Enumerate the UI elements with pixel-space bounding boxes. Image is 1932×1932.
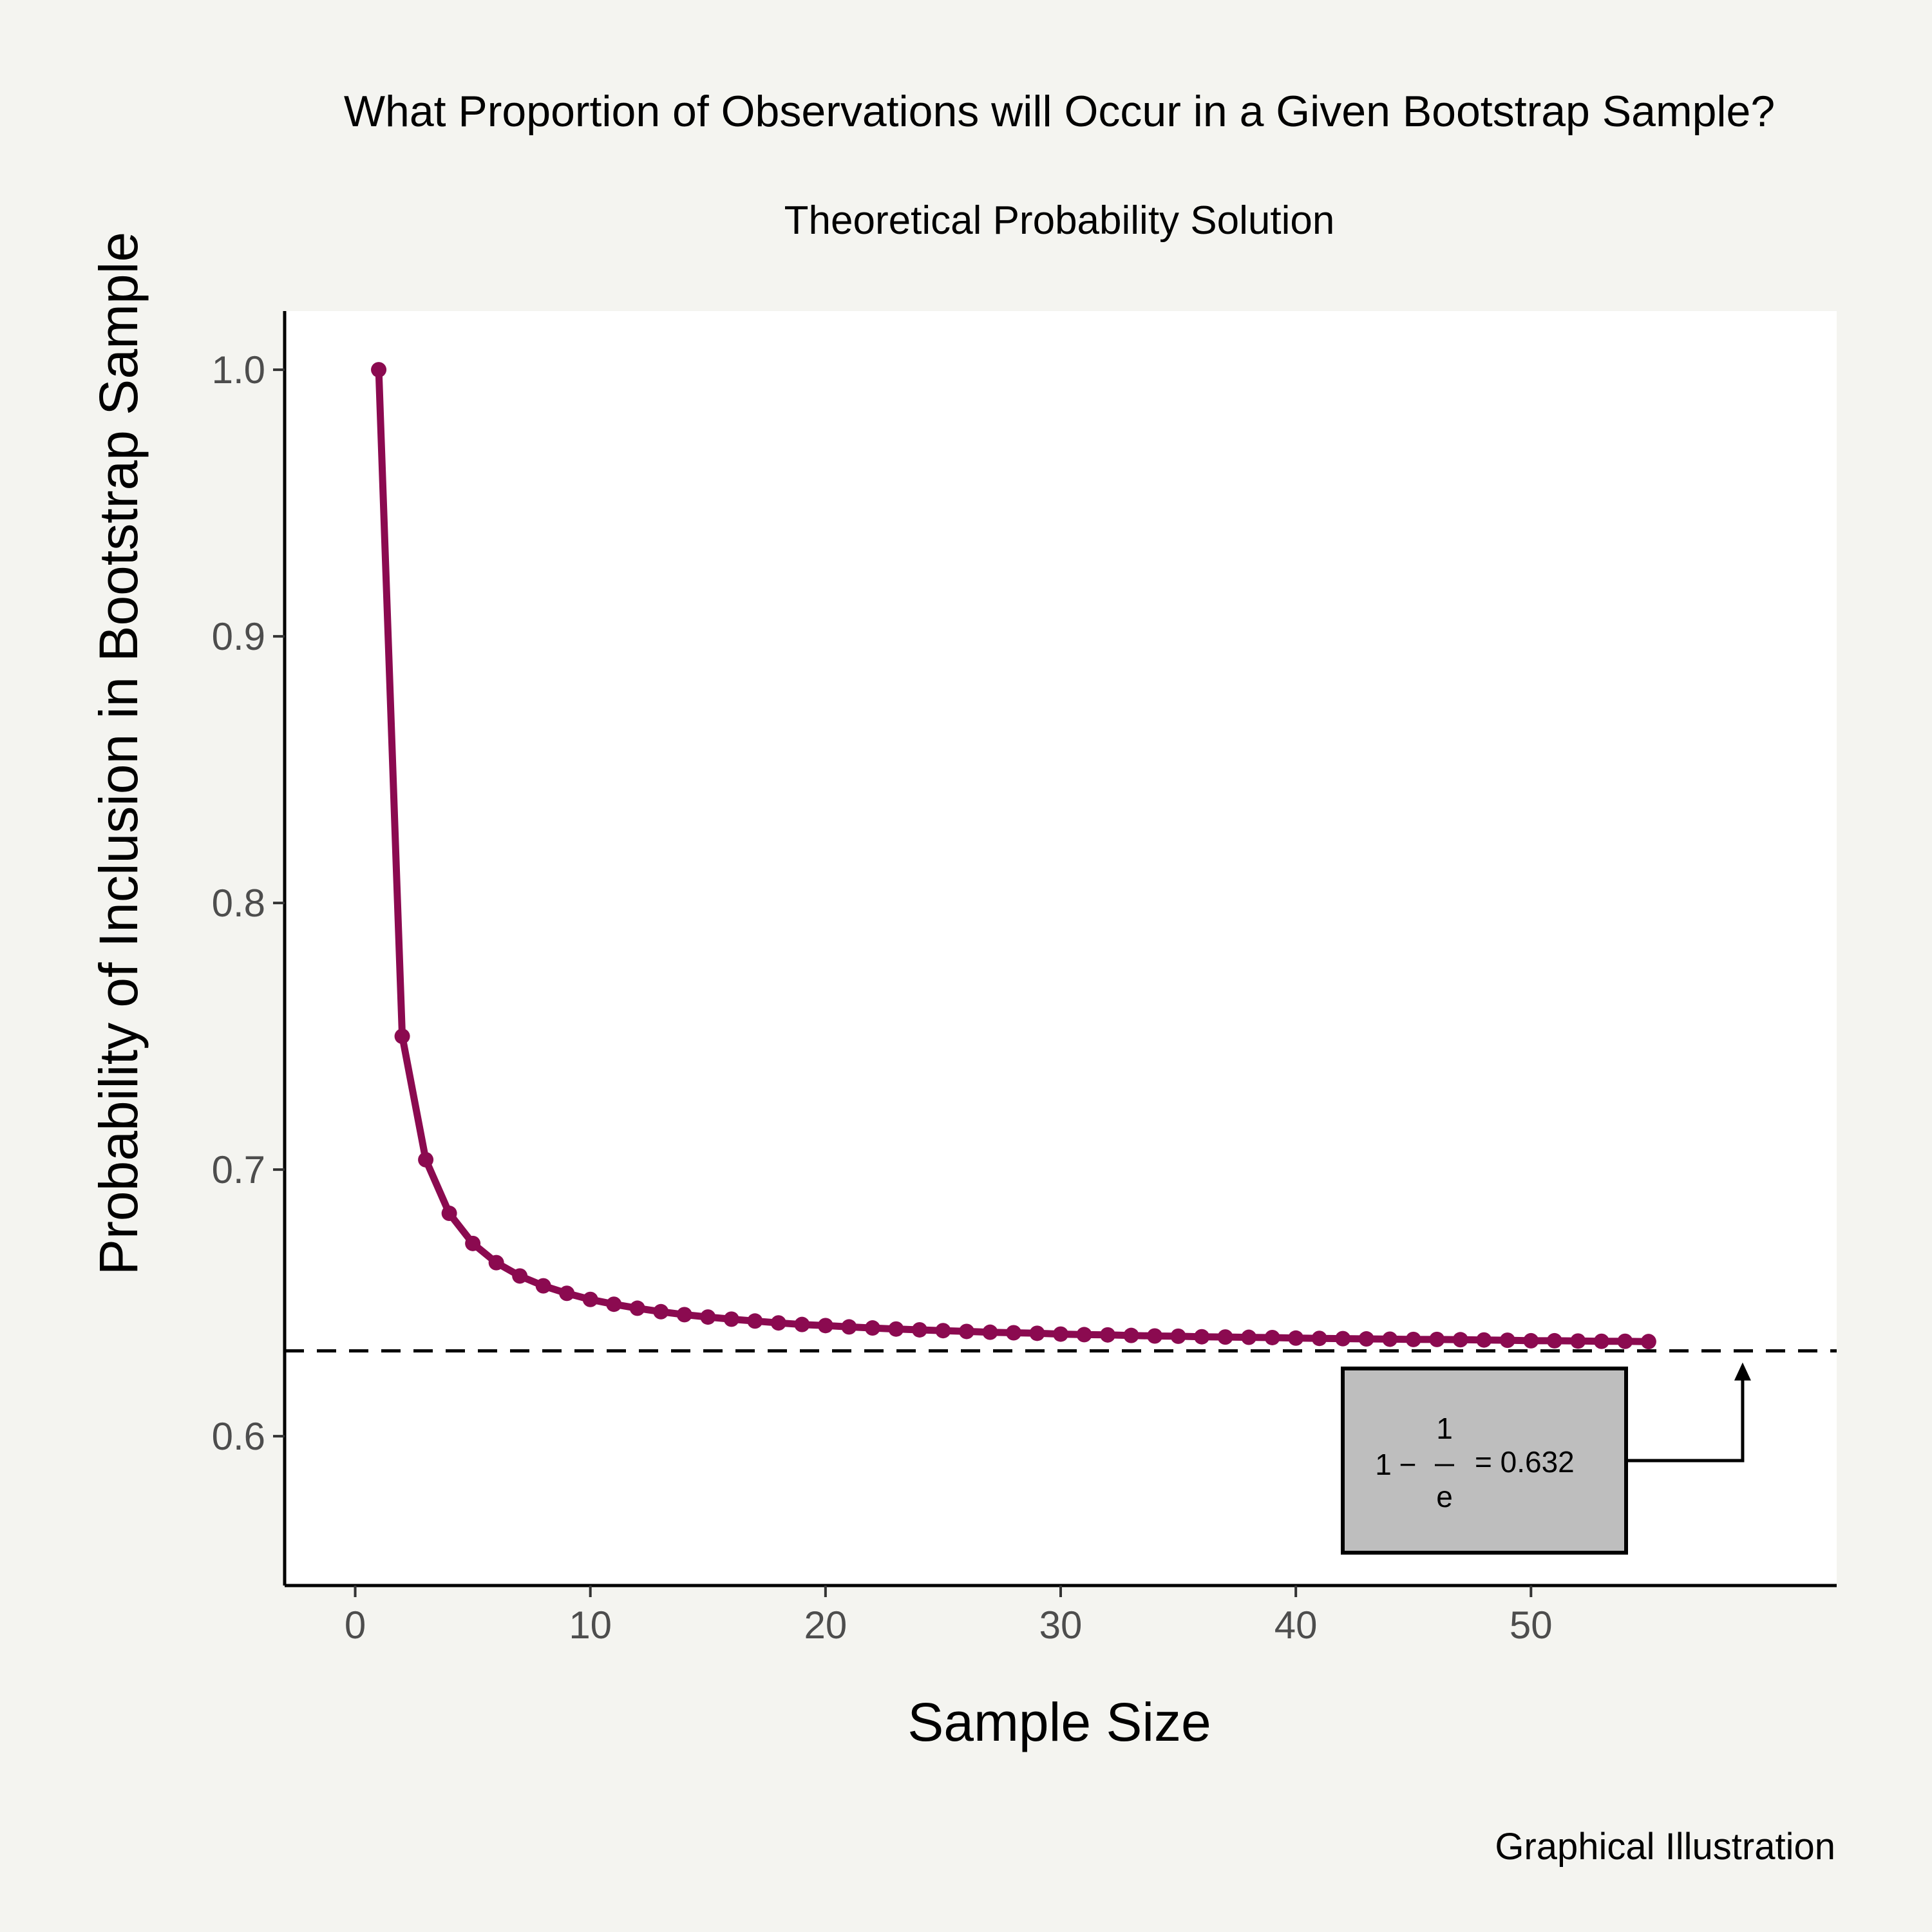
data-point [1546, 1332, 1562, 1349]
data-point [1452, 1332, 1468, 1348]
data-point [1053, 1326, 1068, 1342]
data-point [582, 1291, 598, 1307]
data-point [747, 1313, 763, 1329]
data-point [488, 1255, 504, 1271]
data-point [911, 1321, 927, 1338]
data-point [982, 1324, 998, 1340]
x-tick-label: 0 [345, 1604, 366, 1647]
data-point [841, 1319, 857, 1335]
data-point [817, 1318, 833, 1334]
data-point [1640, 1334, 1656, 1350]
y-tick-label: 1.0 [212, 348, 265, 392]
y-tick-label: 0.8 [212, 882, 265, 925]
data-point [653, 1303, 669, 1320]
x-tick-label: 30 [1039, 1604, 1083, 1647]
data-point [1311, 1331, 1327, 1347]
data-point [676, 1307, 692, 1323]
x-tick-label: 40 [1274, 1604, 1318, 1647]
data-point [629, 1300, 645, 1316]
data-point [1076, 1327, 1092, 1343]
annotation-numerator: 1 [1436, 1412, 1453, 1445]
data-point [1194, 1329, 1210, 1345]
data-point [535, 1278, 551, 1294]
data-point [1147, 1328, 1163, 1344]
x-tick-label: 20 [804, 1604, 847, 1647]
chart-caption: Graphical Illustration [1495, 1826, 1835, 1868]
data-point [1170, 1328, 1186, 1344]
y-axis-title: Probability of Inclusion in Bootstrap Sa… [88, 232, 149, 1275]
chart-subtitle: Theoretical Probability Solution [784, 198, 1335, 243]
data-point [512, 1268, 528, 1284]
data-point [559, 1285, 575, 1302]
data-point [606, 1296, 622, 1312]
data-point [1264, 1329, 1280, 1345]
data-point [770, 1315, 786, 1331]
data-point [1382, 1331, 1398, 1347]
x-axis-title: Sample Size [907, 1692, 1211, 1752]
x-axis-ticks: 0 10 20 30 40 50 [345, 1586, 1553, 1647]
data-point [794, 1316, 810, 1332]
y-tick-label: 0.7 [212, 1148, 265, 1191]
data-point [1476, 1332, 1492, 1348]
annotation-denominator: e [1436, 1480, 1453, 1513]
data-point [441, 1206, 457, 1222]
data-point [371, 362, 387, 378]
x-tick-label: 10 [569, 1604, 612, 1647]
data-point [723, 1311, 739, 1327]
data-point [1335, 1331, 1351, 1347]
data-point [935, 1323, 951, 1339]
annotation-arrowhead [1734, 1362, 1751, 1381]
data-point [1241, 1329, 1257, 1345]
data-point [958, 1323, 974, 1340]
data-point [864, 1320, 880, 1336]
annotation-arrow-line [1626, 1378, 1745, 1463]
data-point [888, 1321, 904, 1337]
data-point [1100, 1327, 1116, 1343]
data-point [465, 1235, 481, 1251]
data-point [1523, 1332, 1539, 1349]
data-point [1029, 1325, 1045, 1341]
annotation-equals: = 0.632 [1475, 1445, 1575, 1479]
data-point [1005, 1325, 1021, 1341]
data-point [1570, 1333, 1586, 1349]
annotation-one: 1 [1375, 1448, 1392, 1481]
data-point [1123, 1327, 1139, 1343]
x-tick-label: 50 [1510, 1604, 1553, 1647]
data-point [1358, 1331, 1374, 1347]
data-point [394, 1028, 410, 1045]
data-point [1499, 1332, 1515, 1349]
data-point [1429, 1331, 1445, 1347]
data-point [1593, 1333, 1609, 1349]
annotation-box [1341, 1367, 1628, 1555]
y-axis-ticks: 0.6 0.7 0.8 0.9 1.0 [212, 348, 285, 1458]
data-point [418, 1151, 434, 1168]
data-point [700, 1309, 716, 1325]
data-point [1288, 1330, 1304, 1346]
annotation-minus: − [1399, 1448, 1417, 1481]
data-point [1217, 1329, 1233, 1345]
series-points [371, 362, 1656, 1350]
data-point [1405, 1331, 1421, 1347]
chart-title: What Proportion of Observations will Occ… [344, 87, 1775, 136]
y-tick-label: 0.6 [212, 1415, 265, 1458]
data-point [1617, 1333, 1633, 1349]
y-tick-label: 0.9 [212, 615, 265, 658]
annotation: 1 − 1 e = 0.632 [1341, 1362, 1751, 1555]
